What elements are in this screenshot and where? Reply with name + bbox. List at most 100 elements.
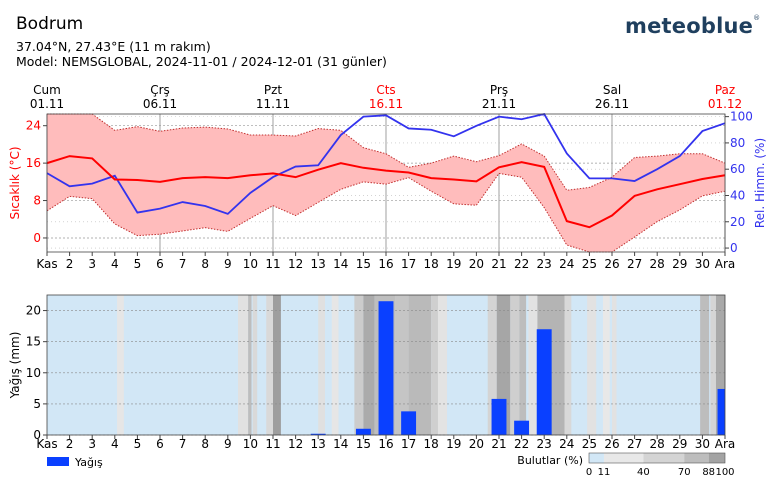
day-tick-label: 15 <box>356 257 371 271</box>
week-date-label: 06.11 <box>143 97 177 111</box>
cloud-cover-strip <box>612 295 617 435</box>
temp-tick-label: 0 <box>33 231 41 245</box>
day-tick-label: 20 <box>469 257 484 271</box>
cloud-legend-swatch <box>643 453 685 463</box>
day-tick-label: 2 <box>66 257 74 271</box>
humidity-tick-label: 20 <box>730 215 745 229</box>
day-tick-label: 23 <box>537 437 552 451</box>
day-tick-label: Ara <box>715 437 736 451</box>
cloud-cover-strip <box>510 295 520 435</box>
cloud-cover-strip <box>266 295 273 435</box>
humidity-tick-label: 100 <box>730 110 753 124</box>
precip-bar <box>514 420 530 435</box>
cloud-legend-swatch <box>684 453 709 463</box>
cloud-cover-strip <box>710 295 716 435</box>
day-tick-label: 30 <box>695 257 710 271</box>
day-tick-label: 2 <box>66 437 74 451</box>
day-tick-label: 19 <box>446 437 461 451</box>
day-tick-label: 24 <box>559 437 574 451</box>
coordinates-text: 37.04°N, 27.43°E (11 m rakım) <box>16 39 211 54</box>
precip-axis-label: Yağış (mm) <box>8 332 22 400</box>
day-tick-label: 5 <box>134 257 142 271</box>
day-tick-label: Kas <box>36 257 57 271</box>
day-tick-label: 22 <box>514 437 529 451</box>
location-title: Bodrum <box>16 14 84 34</box>
week-date-label: 21.11 <box>482 97 516 111</box>
week-day-label: Prş <box>490 83 508 97</box>
day-tick-label: 7 <box>179 257 187 271</box>
humidity-tick-label: 0 <box>730 241 738 255</box>
cloud-cover-strip <box>273 295 281 435</box>
day-tick-label: 10 <box>243 257 258 271</box>
humidity-axis-label: Rel. Himm. (%) <box>753 138 767 228</box>
day-tick-label: 7 <box>179 437 187 451</box>
day-tick-label: Ara <box>715 257 736 271</box>
day-tick-label: 13 <box>311 437 326 451</box>
day-tick-label: 6 <box>156 437 164 451</box>
day-tick-label: 27 <box>627 437 642 451</box>
temperature-range-band <box>47 114 725 252</box>
day-tick-label: 12 <box>288 437 303 451</box>
day-tick-label: 13 <box>311 257 326 271</box>
week-date-label: 11.11 <box>256 97 290 111</box>
day-tick-label: 30 <box>695 437 710 451</box>
cloud-cover-strip <box>318 295 325 435</box>
cloud-cover-strip <box>519 295 527 435</box>
cloud-cover-strip <box>248 295 252 435</box>
cloud-cover-strip <box>700 295 710 435</box>
day-tick-label: 9 <box>224 257 232 271</box>
cloud-cover-strip <box>331 295 339 435</box>
cloud-legend-tick: 40 <box>637 467 650 478</box>
day-tick-label: 18 <box>424 257 439 271</box>
cloud-cover-strip <box>528 295 538 435</box>
day-tick-label: 8 <box>201 437 209 451</box>
cloud-cover-strip <box>252 295 258 435</box>
day-tick-label: 29 <box>672 257 687 271</box>
day-tick-label: 25 <box>582 437 597 451</box>
precip-bar <box>536 329 552 435</box>
day-tick-label: 8 <box>201 257 209 271</box>
precip-tick-label: 0 <box>33 428 41 442</box>
day-tick-label: Kas <box>36 437 57 451</box>
day-tick-label: 3 <box>88 437 96 451</box>
week-date-label: 01.12 <box>708 97 742 111</box>
day-tick-label: 10 <box>243 437 258 451</box>
precip-legend-swatch <box>47 457 69 466</box>
week-date-label: 26.11 <box>595 97 629 111</box>
cloud-cover-strip <box>354 295 364 435</box>
week-day-label: Cts <box>376 83 395 97</box>
cloud-cover-strip <box>602 295 610 435</box>
week-day-label: Çrş <box>150 83 170 97</box>
temperature-humidity-chart <box>43 112 729 256</box>
week-day-label: Cum <box>33 83 61 97</box>
day-tick-label: 9 <box>224 437 232 451</box>
day-tick-label: 21 <box>491 257 506 271</box>
temperature-mean-line <box>46 155 726 229</box>
temp-tick-label: 16 <box>26 156 41 170</box>
precip-tick-label: 20 <box>26 304 41 318</box>
precip-bar <box>355 428 371 435</box>
day-tick-label: 29 <box>672 437 687 451</box>
precip-bar <box>310 433 326 435</box>
cloud-legend-tick: 0 <box>586 467 592 478</box>
cloud-legend-tick: 100 <box>715 467 734 478</box>
day-tick-label: 18 <box>424 437 439 451</box>
cloud-cover-strip <box>237 295 249 435</box>
day-tick-label: 14 <box>333 437 348 451</box>
day-tick-label: 27 <box>627 257 642 271</box>
day-tick-label: 4 <box>111 257 119 271</box>
day-tick-label: 22 <box>514 257 529 271</box>
cloud-legend-tick: 70 <box>678 467 691 478</box>
humidity-tick-label: 40 <box>730 188 745 202</box>
cloud-legend-swatch <box>589 453 604 463</box>
temp-tick-label: 24 <box>26 119 41 133</box>
cloud-legend-swatch <box>708 453 725 463</box>
cloud-legend-title: Bulutlar (%) <box>517 454 583 467</box>
precip-tick-label: 15 <box>26 335 41 349</box>
week-date-label: 01.11 <box>30 97 64 111</box>
cloud-legend-tick: 88 <box>702 467 715 478</box>
week-date-label: 16.11 <box>369 97 403 111</box>
day-tick-label: 3 <box>88 257 96 271</box>
precip-bar <box>717 388 725 435</box>
day-tick-label: 12 <box>288 257 303 271</box>
